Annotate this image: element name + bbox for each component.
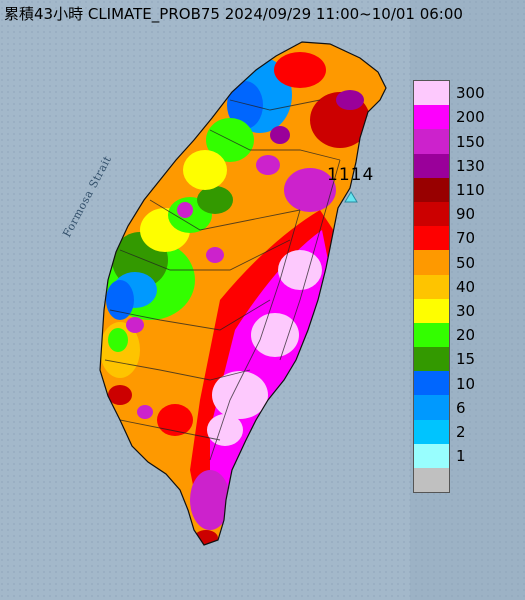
legend-label: 150 [456,132,485,151]
legend-label: 200 [456,108,485,127]
legend-swatch [414,274,449,299]
legend-label: 300 [456,84,485,103]
legend-swatch [414,298,449,323]
taiwan-island [99,41,387,546]
legend-label: 70 [456,229,476,248]
legend-label: 40 [456,277,476,296]
legend-label: 110 [456,180,485,199]
map-title: 累積43小時 CLIMATE_PROB75 2024/09/29 11:00~1… [4,5,463,23]
legend-swatch [414,419,449,444]
legend-swatch [414,105,449,130]
legend-swatch [414,371,449,396]
legend-label: 90 [456,205,476,224]
legend-swatch [414,443,449,468]
legend-swatch [414,322,449,348]
legend-swatch [414,201,449,227]
legend-swatch [414,347,449,372]
legend-swatch [414,129,449,154]
legend-label: 2 [456,422,466,441]
legend-swatch [414,250,449,275]
legend-swatch [414,226,449,251]
legend-swatch [414,153,449,178]
legend-label: 50 [456,253,476,272]
legend-label: 1 [456,447,466,466]
legend-swatch [414,177,449,202]
legend-label: 15 [456,350,476,369]
station-value: 1114 [327,165,375,185]
station-marker-icon [344,191,358,203]
legend-label: 20 [456,326,476,345]
legend-swatch [414,395,449,420]
legend-color-bar [413,80,450,494]
legend-label: 6 [456,398,466,417]
legend-label: 10 [456,374,476,393]
legend-swatch [414,468,449,493]
legend-label: 130 [456,156,485,175]
legend-label: 30 [456,301,476,320]
legend-swatch [414,81,449,106]
